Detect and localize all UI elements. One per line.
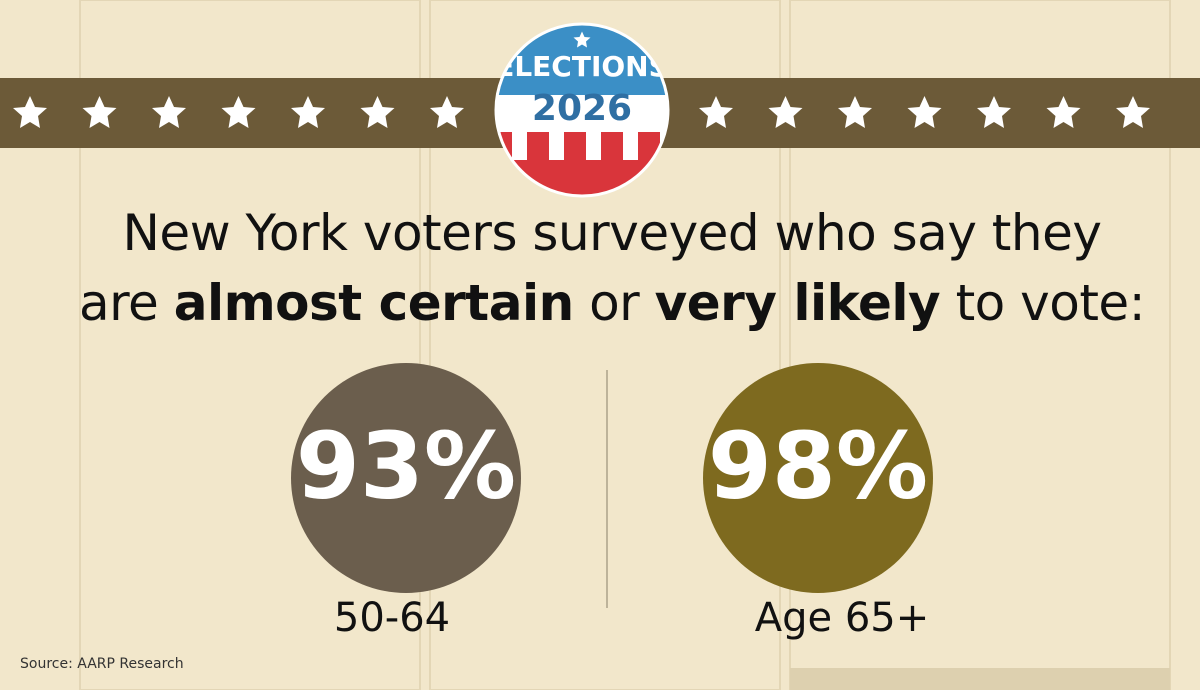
headline-line: are almost certain or very likely to vot… [0, 274, 1200, 332]
headline-bold: almost certain [173, 274, 574, 332]
badge-year: 2026 [532, 88, 632, 129]
stat-label: 50-64 [334, 595, 450, 641]
headline-text: New York voters surveyed who say they [122, 204, 1102, 262]
headline-text: or [589, 274, 640, 332]
headline-text: are [78, 274, 159, 332]
stat-label: Age 65+ [755, 595, 930, 641]
ballot-background [79, 0, 1171, 690]
stat-value: 93% [296, 412, 516, 519]
headline-line: New York voters surveyed who say they [0, 204, 1200, 262]
election-badge: ELECTIONS 2026 [495, 24, 669, 196]
stat-value: 98% [708, 412, 928, 519]
badge-ring [494, 22, 670, 198]
stat-circle [291, 363, 521, 593]
badge-title: ELECTIONS [495, 50, 669, 83]
headline-text: to vote: [955, 274, 1146, 332]
stat-circle [703, 363, 933, 593]
headline-bold: very likely [654, 274, 941, 332]
source: Source: AARP Research [20, 656, 184, 672]
